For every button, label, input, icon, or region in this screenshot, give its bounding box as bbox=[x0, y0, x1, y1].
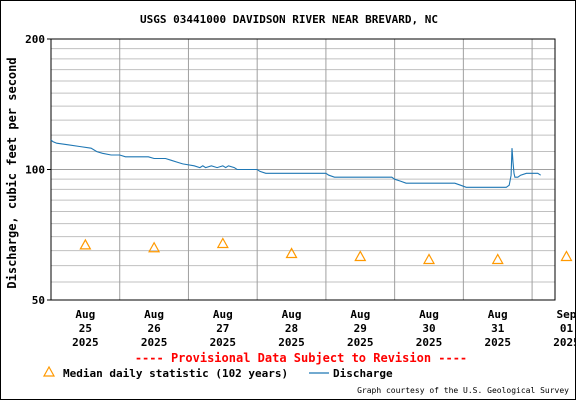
x-tick-label: Sep012025 bbox=[553, 308, 575, 349]
median-daily-marker bbox=[354, 250, 367, 262]
median-daily-marker bbox=[79, 238, 92, 250]
legend-discharge-label: Discharge bbox=[333, 367, 393, 380]
median-daily-marker bbox=[285, 247, 298, 259]
data-marks bbox=[50, 139, 573, 265]
x-tick-label: Aug 28 2025 bbox=[278, 308, 305, 349]
x-tick-label: Aug 29 2025 bbox=[347, 308, 374, 349]
y-axis-ticks: 50 100 200 bbox=[25, 33, 51, 307]
credit-text: Graph courtesy of the U.S. Geological Su… bbox=[357, 386, 569, 395]
y-axis-label: Discharge, cubic feet per second bbox=[5, 57, 19, 288]
y-tick-label: 200 bbox=[25, 33, 45, 46]
grid bbox=[51, 39, 555, 300]
legend: Median daily statistic (102 years) Disch… bbox=[42, 365, 393, 380]
median-daily-marker bbox=[216, 237, 229, 249]
median-daily-marker bbox=[148, 241, 161, 253]
median-daily-marker bbox=[422, 253, 436, 265]
median-daily-marker bbox=[491, 253, 504, 265]
x-tick-label: Aug 30 2025 bbox=[416, 308, 443, 349]
x-tick-label: Aug 26 2025 bbox=[141, 308, 168, 349]
median-daily-marker bbox=[560, 250, 573, 262]
y-tick-label: 100 bbox=[25, 164, 45, 177]
x-axis-ticks: Aug 25 2025 Aug 26 2025 Aug 27 2025 Aug 28 2025 Aug 2… bbox=[72, 308, 576, 349]
y-tick-label: 50 bbox=[32, 294, 45, 307]
chart-title: USGS 03441000 DAVIDSON RIVER NEAR BREVAR… bbox=[140, 13, 438, 26]
x-tick-label: Aug 25 2025 bbox=[72, 308, 99, 349]
legend-median-triangle-icon bbox=[42, 365, 56, 377]
x-tick-label: Aug 31 2025 bbox=[484, 308, 511, 349]
legend-median-label: Median daily statistic (102 years) bbox=[63, 367, 288, 380]
provisional-notice: ---- Provisional Data Subject to Revisio… bbox=[135, 351, 467, 365]
x-tick-label: Aug 27 2025 bbox=[210, 308, 237, 349]
discharge-series-line bbox=[50, 139, 542, 188]
